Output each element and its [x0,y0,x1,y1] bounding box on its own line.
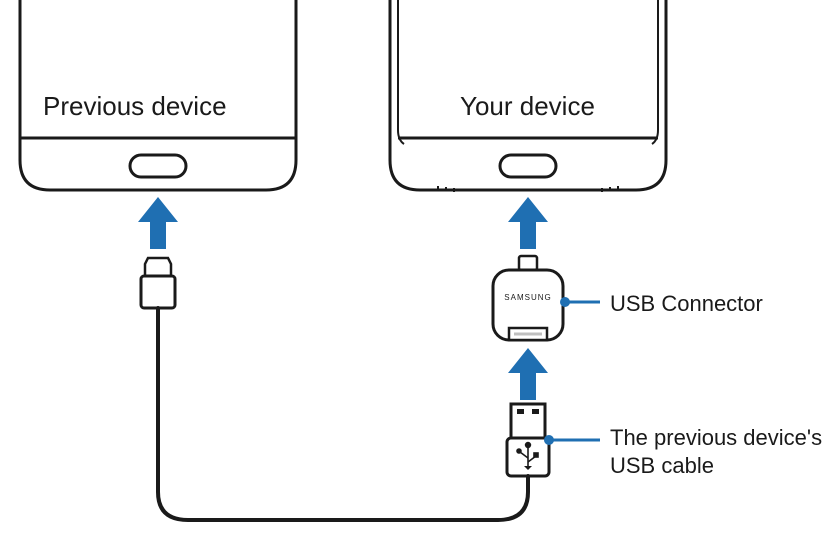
your-device-label: Your device [460,90,595,123]
diagram-stage: SAMSUNG Previous device Your device USB [0,0,836,545]
usb-connector-label: USB Connector [610,290,763,318]
arrow-into-usb-connector [508,348,548,400]
usb-a-plug [507,404,549,476]
arrow-into-previous-device [138,197,178,249]
usb-connector-adapter: SAMSUNG [493,256,563,340]
usb-cable-label: The previous device's USB cable [610,424,822,479]
callout-usb-cable [544,435,600,445]
usb-micro-plug [141,258,175,308]
connector-brand-text: SAMSUNG [504,293,551,302]
usb-cable [158,308,528,520]
previous-device-label: Previous device [43,90,227,123]
callout-usb-connector [560,297,600,307]
arrow-into-your-device [508,197,548,249]
